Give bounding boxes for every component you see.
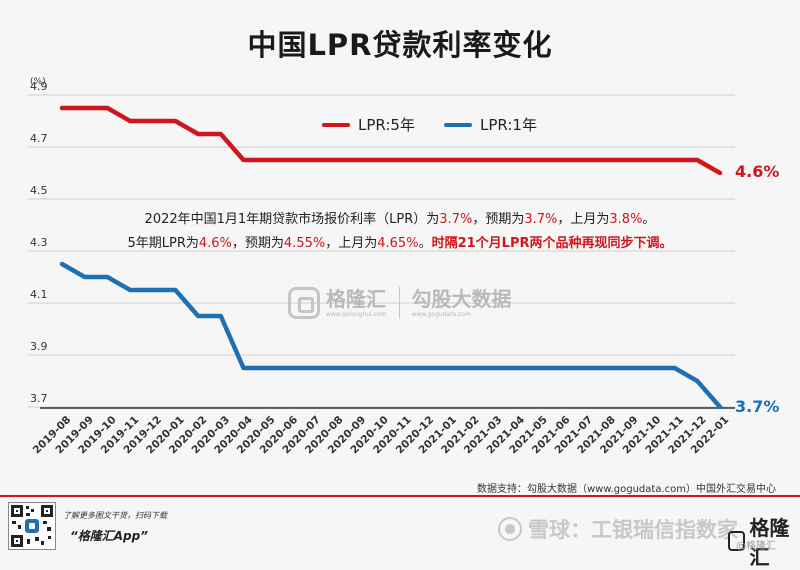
- annotation-line-2: 5年期LPR为4.6%，预期为4.55%，上月为4.65%。时隔21个月LPR两…: [60, 232, 740, 251]
- y-tick-label: 4.7: [30, 132, 48, 145]
- xueqiu-watermark: 雪球：工银瑞信指数家: [498, 514, 738, 544]
- annotation-text: 。: [419, 236, 432, 251]
- legend-item-lpr5: LPR:5年: [322, 114, 415, 135]
- gelonghui-logo-icon: [288, 287, 320, 319]
- footer-brand-handle: @格隆汇: [736, 537, 776, 552]
- watermark-url-2: www.gogudata.com: [412, 311, 512, 318]
- annotation-value: 3.8%: [609, 212, 642, 227]
- annotation-value: 3.7%: [524, 212, 557, 227]
- watermark-divider: [399, 287, 400, 319]
- annotation-text: ，预期为: [232, 236, 284, 251]
- end-label-lpr5: 4.6%: [735, 162, 779, 181]
- annotation-highlight: 时隔21个月LPR两个品种再现同步下调。: [432, 236, 673, 251]
- footer-app-name: “格隆汇App”: [70, 527, 148, 544]
- annotation-value: 3.7%: [439, 212, 472, 227]
- annotation-text: ，上月为: [557, 212, 609, 227]
- y-tick-label: 4.5: [30, 184, 48, 197]
- y-tick-label: 3.7: [30, 392, 48, 405]
- xueqiu-text: 雪球：工银瑞信指数家: [528, 514, 738, 544]
- qr-code-icon[interactable]: [8, 502, 56, 550]
- annotation-text: ，上月为: [325, 236, 377, 251]
- watermark: 格隆汇 www.gelonghui.com 勾股大数据 www.gogudata…: [288, 287, 512, 319]
- data-source: 数据支持：勾股大数据（www.gogudata.com）中国外汇交易中心: [477, 480, 776, 495]
- annotation-value: 4.55%: [284, 236, 325, 251]
- chart-page: { "header": { "title": "中国LPR贷款利率变化", "u…: [0, 0, 800, 554]
- footer-tagline: 了解更多图文干货，扫码下载: [63, 510, 167, 521]
- y-tick-label: 4.1: [30, 288, 48, 301]
- legend-swatch-lpr5: [322, 123, 350, 127]
- annotation-text: 5年期LPR为: [127, 236, 198, 251]
- legend-swatch-lpr1: [444, 123, 472, 127]
- watermark-url: www.gelonghui.com: [326, 311, 387, 318]
- annotation-text: ，预期为: [472, 212, 524, 227]
- annotation-line-1: 2022年中国1月1年期贷款市场报价利率（LPR）为3.7%，预期为3.7%，上…: [60, 208, 740, 227]
- xueqiu-logo-icon: [498, 517, 522, 541]
- y-tick-label: 4.3: [30, 236, 48, 249]
- annotation-text: 。: [642, 212, 655, 227]
- legend-item-lpr1: LPR:1年: [444, 114, 537, 135]
- watermark-brand-2: 勾股大数据: [412, 289, 512, 309]
- legend-label-lpr1: LPR:1年: [480, 114, 537, 135]
- watermark-brand: 格隆汇: [326, 289, 387, 309]
- y-tick-label: 4.9: [30, 80, 48, 93]
- annotation-text: 2022年中国1月1年期贷款市场报价利率（LPR）为: [145, 212, 440, 227]
- annotation-value: 4.6%: [199, 236, 232, 251]
- legend-label-lpr5: LPR:5年: [358, 114, 415, 135]
- line-chart: 3.73.94.14.34.54.74.92019-082019-092019-…: [0, 0, 800, 554]
- y-tick-label: 3.9: [30, 340, 48, 353]
- footer-divider: [0, 495, 800, 497]
- annotation-value: 4.65%: [377, 236, 418, 251]
- series-line-lpr1: [62, 264, 720, 407]
- end-label-lpr1: 3.7%: [735, 397, 779, 416]
